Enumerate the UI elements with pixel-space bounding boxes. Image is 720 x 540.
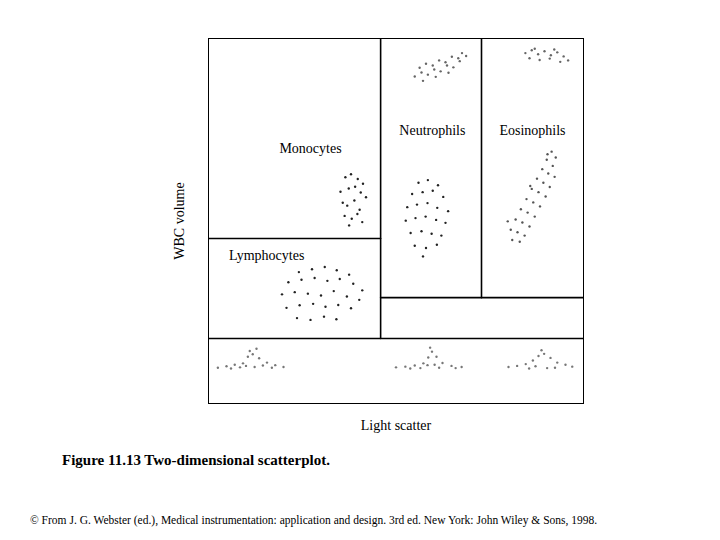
html-text:Figure 11.13 Two-dimensional s: Figure 11.13 Two-dimensional scatterplot… xyxy=(62,452,330,468)
svg-text:Eosinophils: Eosinophils xyxy=(499,123,565,138)
svg-text:Neutrophils: Neutrophils xyxy=(399,123,465,138)
svg-text:Light scatter: Light scatter xyxy=(361,418,432,433)
svg-text:Monocytes: Monocytes xyxy=(279,141,341,156)
svg-text:Lymphocytes: Lymphocytes xyxy=(229,248,304,263)
svg-text:WBC volume: WBC volume xyxy=(172,182,187,259)
html-text:© From J. G. Webster (ed.), Me: © From J. G. Webster (ed.), Medical inst… xyxy=(30,514,598,526)
